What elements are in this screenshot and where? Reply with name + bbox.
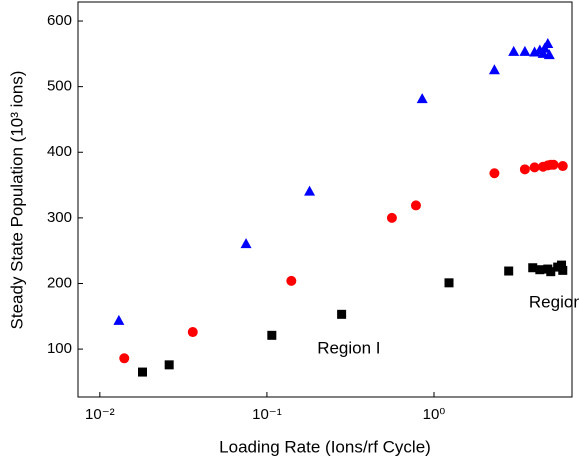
point — [410, 200, 421, 211]
point — [489, 168, 500, 179]
point — [187, 327, 198, 338]
y-tick-label: 200 — [47, 274, 72, 291]
point — [119, 353, 130, 364]
point — [416, 93, 428, 104]
y-tick-label: 300 — [47, 209, 72, 226]
point — [557, 260, 567, 270]
point — [537, 47, 549, 58]
point — [444, 278, 454, 288]
point — [113, 314, 125, 325]
y-tick-label: 400 — [47, 143, 72, 160]
x-tick-label: 10⁻¹ — [252, 406, 282, 423]
point — [337, 309, 347, 319]
point — [529, 162, 540, 173]
point — [543, 49, 555, 60]
point — [519, 164, 530, 175]
point — [304, 185, 316, 196]
point — [528, 263, 538, 273]
plot-frame — [77, 1, 573, 398]
y-tick-label: 500 — [47, 78, 72, 95]
point — [535, 265, 545, 275]
annotation: Region II — [529, 293, 579, 312]
point — [546, 267, 556, 277]
x-tick-label: 10⁰ — [423, 406, 446, 423]
y-tick-label: 600 — [47, 12, 72, 29]
point — [557, 161, 568, 172]
point — [240, 238, 252, 249]
point — [519, 45, 531, 56]
point — [386, 212, 397, 223]
point — [504, 266, 514, 276]
point — [542, 37, 554, 48]
point — [508, 45, 520, 56]
y-axis-label: Steady State Population (10³ ions) — [7, 71, 26, 330]
x-axis-label: Loading Rate (Ions/rf Cycle) — [219, 437, 431, 456]
annotation: Region I — [317, 339, 380, 358]
y-tick-label: 100 — [47, 340, 72, 357]
point — [164, 360, 174, 370]
point — [548, 159, 559, 170]
x-tick-label: 10⁻² — [85, 406, 115, 423]
point — [137, 367, 147, 377]
point — [558, 265, 568, 275]
point — [267, 330, 277, 340]
point — [488, 64, 500, 75]
point — [286, 275, 297, 286]
